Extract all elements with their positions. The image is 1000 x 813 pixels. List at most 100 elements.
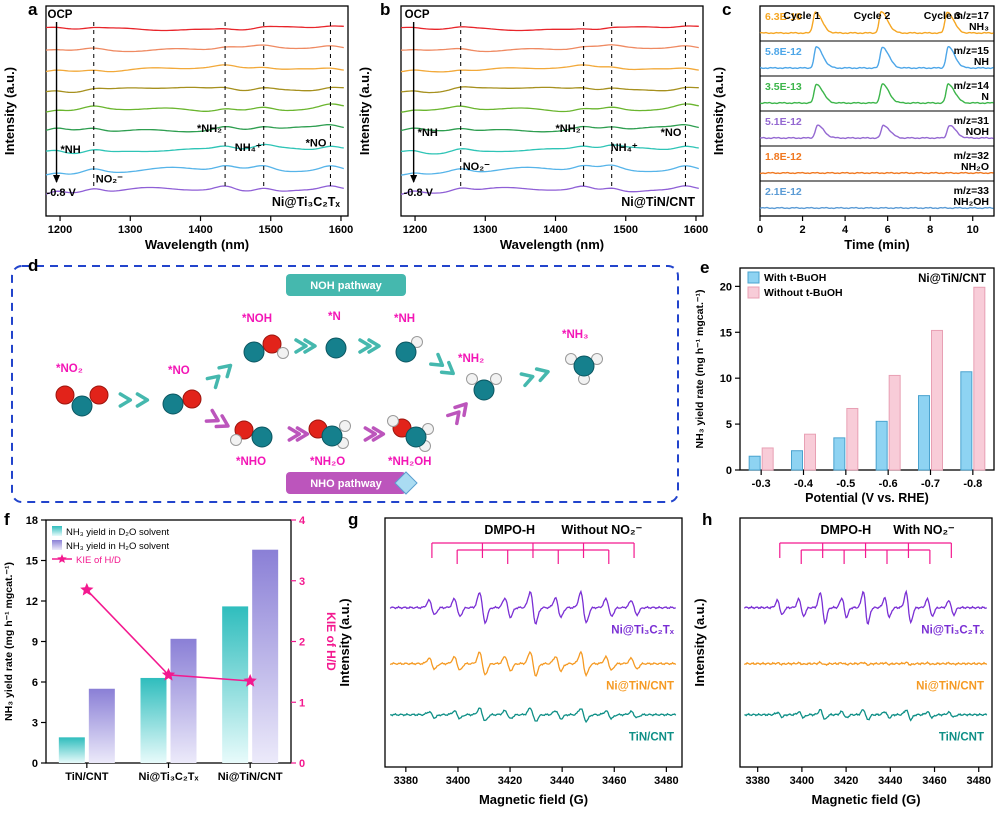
- x-tick-label: 3380: [745, 775, 769, 787]
- species-label: NH₃: [969, 21, 989, 33]
- trace-label: TiN/CNT: [939, 732, 984, 744]
- chevron-arrow-icon: [363, 426, 378, 442]
- scale-label: 1.8E-12: [765, 151, 802, 163]
- y-axis-label: NH₃ yield rate (mg h⁻¹ mgcat.⁻¹): [3, 562, 15, 721]
- chevron-arrow-icon: [135, 392, 150, 408]
- dems-trace-4: [759, 171, 994, 175]
- bar-With t-BuOH: [960, 371, 973, 471]
- x-tick-label: -0.6: [879, 478, 898, 490]
- arrow-head-icon: [410, 175, 418, 183]
- panel-c-chart: 0 2 4 6 8 10 Time (min) Intensity (a.u.) 6.3E-10…: [711, 5, 995, 252]
- epr-trace-1: [743, 660, 988, 667]
- panel-d-diagram: NOH pathway NHO pathway *NO₂ *NO *NOH *N *NH *N…: [11, 265, 679, 503]
- x-tick-label: TiN/CNT: [65, 771, 108, 783]
- star-marker: [80, 582, 94, 596]
- x-tick-label: 3440: [878, 775, 902, 787]
- plot-frame: [45, 5, 349, 217]
- y2-tick-label: 4: [299, 515, 306, 527]
- x-tick-label: 0: [757, 224, 763, 236]
- atom-H: [466, 373, 478, 385]
- y-tick-label: 9: [32, 637, 38, 649]
- spectrum-curve-2: [45, 64, 344, 73]
- feature-label: NH₄⁺: [611, 142, 638, 154]
- trace-label: Ni@TiN/CNT: [606, 681, 674, 693]
- species-label: *NH₂O: [310, 456, 345, 468]
- y-tick-label: 0: [726, 465, 732, 477]
- y-tick-label: 6: [32, 677, 38, 689]
- atom-O: [89, 385, 109, 405]
- potential-label: -0.8 V: [47, 187, 77, 199]
- x-tick-label: 3480: [966, 775, 990, 787]
- cycle-label: Cycle 3: [924, 10, 961, 22]
- bar-Without t-BuOH: [846, 407, 859, 471]
- y2-tick-label: 3: [299, 576, 305, 588]
- potential-label: -0.8 V: [404, 187, 434, 199]
- atom-N: [321, 425, 343, 447]
- x-tick-label: 10: [967, 224, 979, 236]
- chevron-arrow-icon: [294, 338, 308, 354]
- bar-With t-BuOH: [875, 420, 888, 471]
- atom-N: [243, 341, 265, 363]
- bar-With t-BuOH: [791, 450, 803, 471]
- scale-label: 2.1E-12: [765, 186, 802, 198]
- feature-label: *NH: [61, 144, 81, 156]
- atom-O: [262, 334, 282, 354]
- trace-label: Ni@Ti₃C₂Tₓ: [611, 625, 674, 637]
- chevron-arrow-icon: [519, 372, 535, 388]
- mz-label: m/z=31: [954, 115, 989, 127]
- y-axis-label: Intensity (a.u.): [711, 67, 726, 155]
- bar-Without t-BuOH: [931, 329, 943, 471]
- y-tick-label: 12: [26, 596, 38, 608]
- species-label: NH₂OH: [953, 196, 989, 208]
- panel-label-a: a: [28, 0, 38, 19]
- x-tick-label: 2: [799, 224, 805, 236]
- bar-Without t-BuOH: [804, 433, 816, 471]
- x-tick-label: 8: [927, 224, 933, 236]
- spectrum-curve-8: [45, 185, 344, 195]
- x-axis-label: Wavelength (nm): [500, 237, 604, 252]
- dems-trace-5: [759, 206, 994, 210]
- mz-label: m/z=15: [954, 45, 989, 57]
- species-label: N: [981, 91, 989, 103]
- y-axis-label: Intensity (a.u.): [337, 598, 352, 686]
- atom-N: [573, 355, 595, 377]
- panel-e-chart: 0 5 10 15 20 -0.3 -0.4 -0.5 -0.6 -0.7 -0.8 Potentia…: [694, 267, 995, 505]
- species-label: NH₂O: [961, 161, 989, 173]
- x-tick-label: 1300: [118, 224, 142, 236]
- x-tick-label: Ni@TiN/CNT: [218, 771, 283, 783]
- noh-pathway-label: NOH pathway: [310, 280, 382, 292]
- chevron-arrow-icon: [204, 408, 220, 423]
- species-label: *NO₂: [56, 363, 83, 375]
- chevron-arrow-icon: [303, 338, 317, 354]
- x-axis-label: Magnetic field (G): [479, 792, 588, 807]
- panel-label-d: d: [28, 256, 39, 275]
- y-tick-label: 15: [26, 556, 38, 568]
- y-axis-label: NH₃ yield rate (mg h⁻¹ mgcat.⁻¹): [694, 290, 706, 449]
- panel-a-chart: 1200 1300 1400 1500 1600 Wavelength (nm) Inten…: [2, 5, 353, 252]
- trace-label: TiN/CNT: [629, 732, 674, 744]
- atom-H: [339, 420, 351, 432]
- x-tick-label: 3460: [602, 775, 626, 787]
- x-tick-label: 3420: [498, 775, 522, 787]
- scale-label: 5.1E-12: [765, 116, 802, 128]
- atom-H: [411, 336, 423, 348]
- feature-label: NO₂⁻: [96, 173, 123, 185]
- feature-label: *NH: [418, 127, 438, 139]
- epr-trace-2: [390, 707, 677, 724]
- bar-NH₃ yield in H₂O solvent: [170, 638, 197, 763]
- mz-label: m/z=33: [954, 185, 989, 197]
- species-label: *NH: [394, 313, 415, 325]
- ocp-label: OCP: [405, 9, 430, 21]
- y2-tick-label: 2: [299, 637, 305, 649]
- trace-label: Ni@Ti₃C₂Tₓ: [921, 625, 984, 637]
- chevron-arrow-icon: [367, 338, 381, 354]
- species-label: *N: [328, 311, 341, 323]
- mz-label: m/z=32: [954, 150, 989, 162]
- chevron-arrow-icon: [453, 402, 468, 418]
- epr-trace-2: [744, 708, 988, 722]
- legend-label: With t-BuOH: [764, 272, 826, 284]
- x-tick-label: 1400: [543, 224, 567, 236]
- species-label: *NH₂: [458, 353, 484, 365]
- atom-N: [395, 341, 417, 363]
- spectrum-curve-0: [400, 25, 699, 32]
